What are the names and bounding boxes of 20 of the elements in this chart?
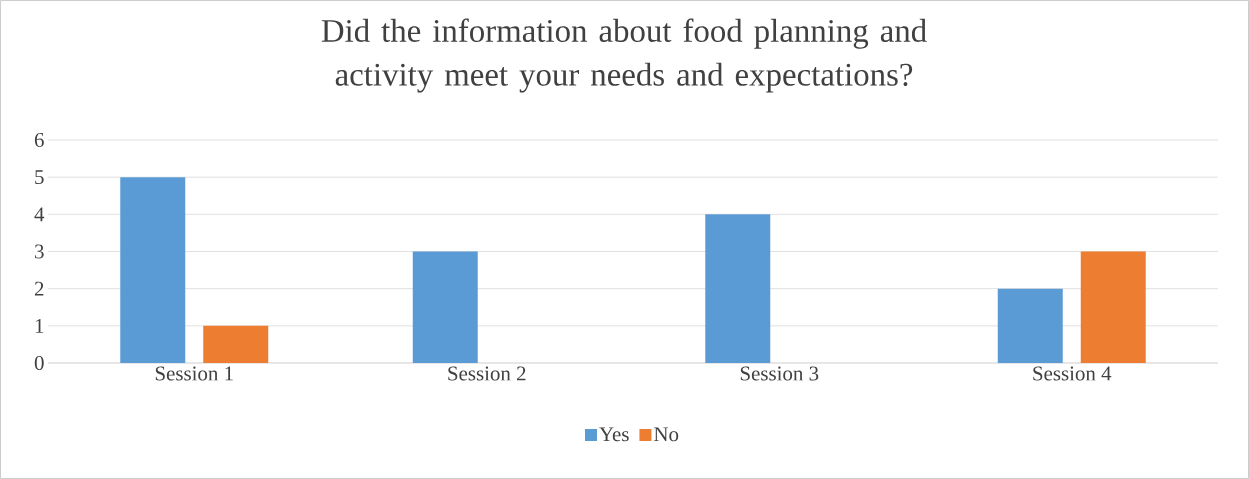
x-tick-label: Session 2	[448, 366, 526, 381]
y-tick-label: 4	[34, 207, 45, 222]
bar	[705, 214, 771, 363]
y-tick-label: 3	[35, 244, 44, 259]
x-tick-label: Session 4	[1033, 366, 1112, 381]
bar	[1080, 251, 1146, 363]
y-tick-label: 5	[35, 170, 44, 185]
x-tick-label: Session 1	[155, 366, 233, 381]
chart-title: Did the information about food planning and activity meet your needs and expectations?	[321, 18, 927, 93]
legend-label: Yes	[599, 427, 629, 442]
legend-label: No	[654, 427, 679, 442]
y-tick-label: 0	[34, 355, 44, 371]
bar	[203, 325, 269, 363]
bar	[120, 177, 186, 363]
x-tick-label: Session 3	[740, 366, 819, 381]
bar	[412, 251, 478, 363]
bar	[997, 288, 1063, 363]
y-tick-label: 6	[34, 132, 44, 148]
y-tick-label: 2	[34, 281, 44, 296]
y-tick-label: 1	[35, 318, 44, 333]
